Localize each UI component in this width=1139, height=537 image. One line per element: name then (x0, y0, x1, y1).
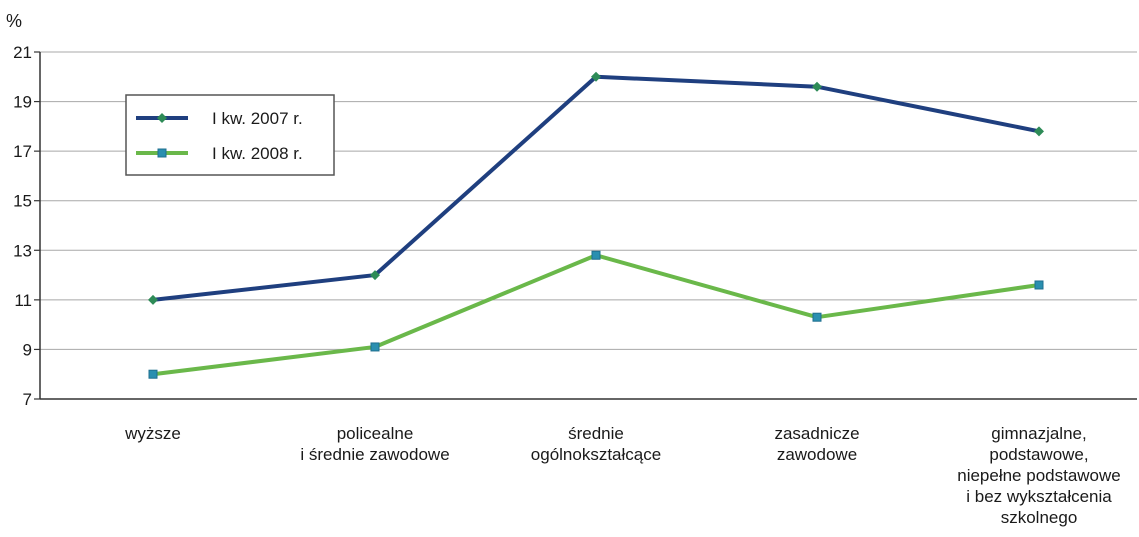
y-tick-label: 7 (23, 390, 32, 409)
x-category-label: wyższe (124, 424, 181, 443)
data-point (591, 250, 601, 260)
y-tick-label: 17 (13, 142, 32, 161)
y-tick-label: 13 (13, 241, 32, 260)
series-lines (148, 71, 1044, 379)
data-point (591, 71, 601, 82)
x-category-label: średnie ogólnokształcące (531, 424, 661, 464)
legend-label: I kw. 2008 r. (212, 144, 303, 163)
data-point (370, 342, 380, 352)
y-tick-label: 21 (13, 43, 32, 62)
legend-box (125, 94, 335, 176)
data-point (1034, 126, 1044, 137)
x-category-label: zasadnicze zawodowe (774, 424, 859, 464)
x-category-label: policealne i średnie zawodowe (300, 424, 449, 464)
y-tick-label: 9 (23, 340, 32, 359)
data-point (812, 81, 822, 92)
legend-label: I kw. 2007 r. (212, 109, 303, 128)
legend: I kw. 2007 r. I kw. 2008 r. (125, 94, 335, 176)
data-point (812, 312, 822, 322)
y-tick-label: 15 (13, 192, 32, 211)
x-axis-category-labels: wyższe policealne i średnie zawodowe średni… (124, 424, 1121, 527)
legend-marker (157, 148, 167, 158)
x-category-label: gimnazjalne, podstawowe, niepełne podstawo… (957, 424, 1121, 527)
y-tick-label: 11 (14, 291, 32, 310)
series-line-2 (152, 253, 1040, 377)
data-point (148, 294, 158, 305)
y-axis-ticks: 7 9 11 13 15 17 19 21 (13, 43, 40, 409)
y-axis-unit-label: % (6, 11, 22, 31)
data-point (1034, 280, 1044, 290)
data-point (370, 270, 380, 281)
data-point (148, 369, 158, 379)
legend-marker (157, 113, 167, 123)
y-tick-label: 19 (13, 93, 32, 112)
